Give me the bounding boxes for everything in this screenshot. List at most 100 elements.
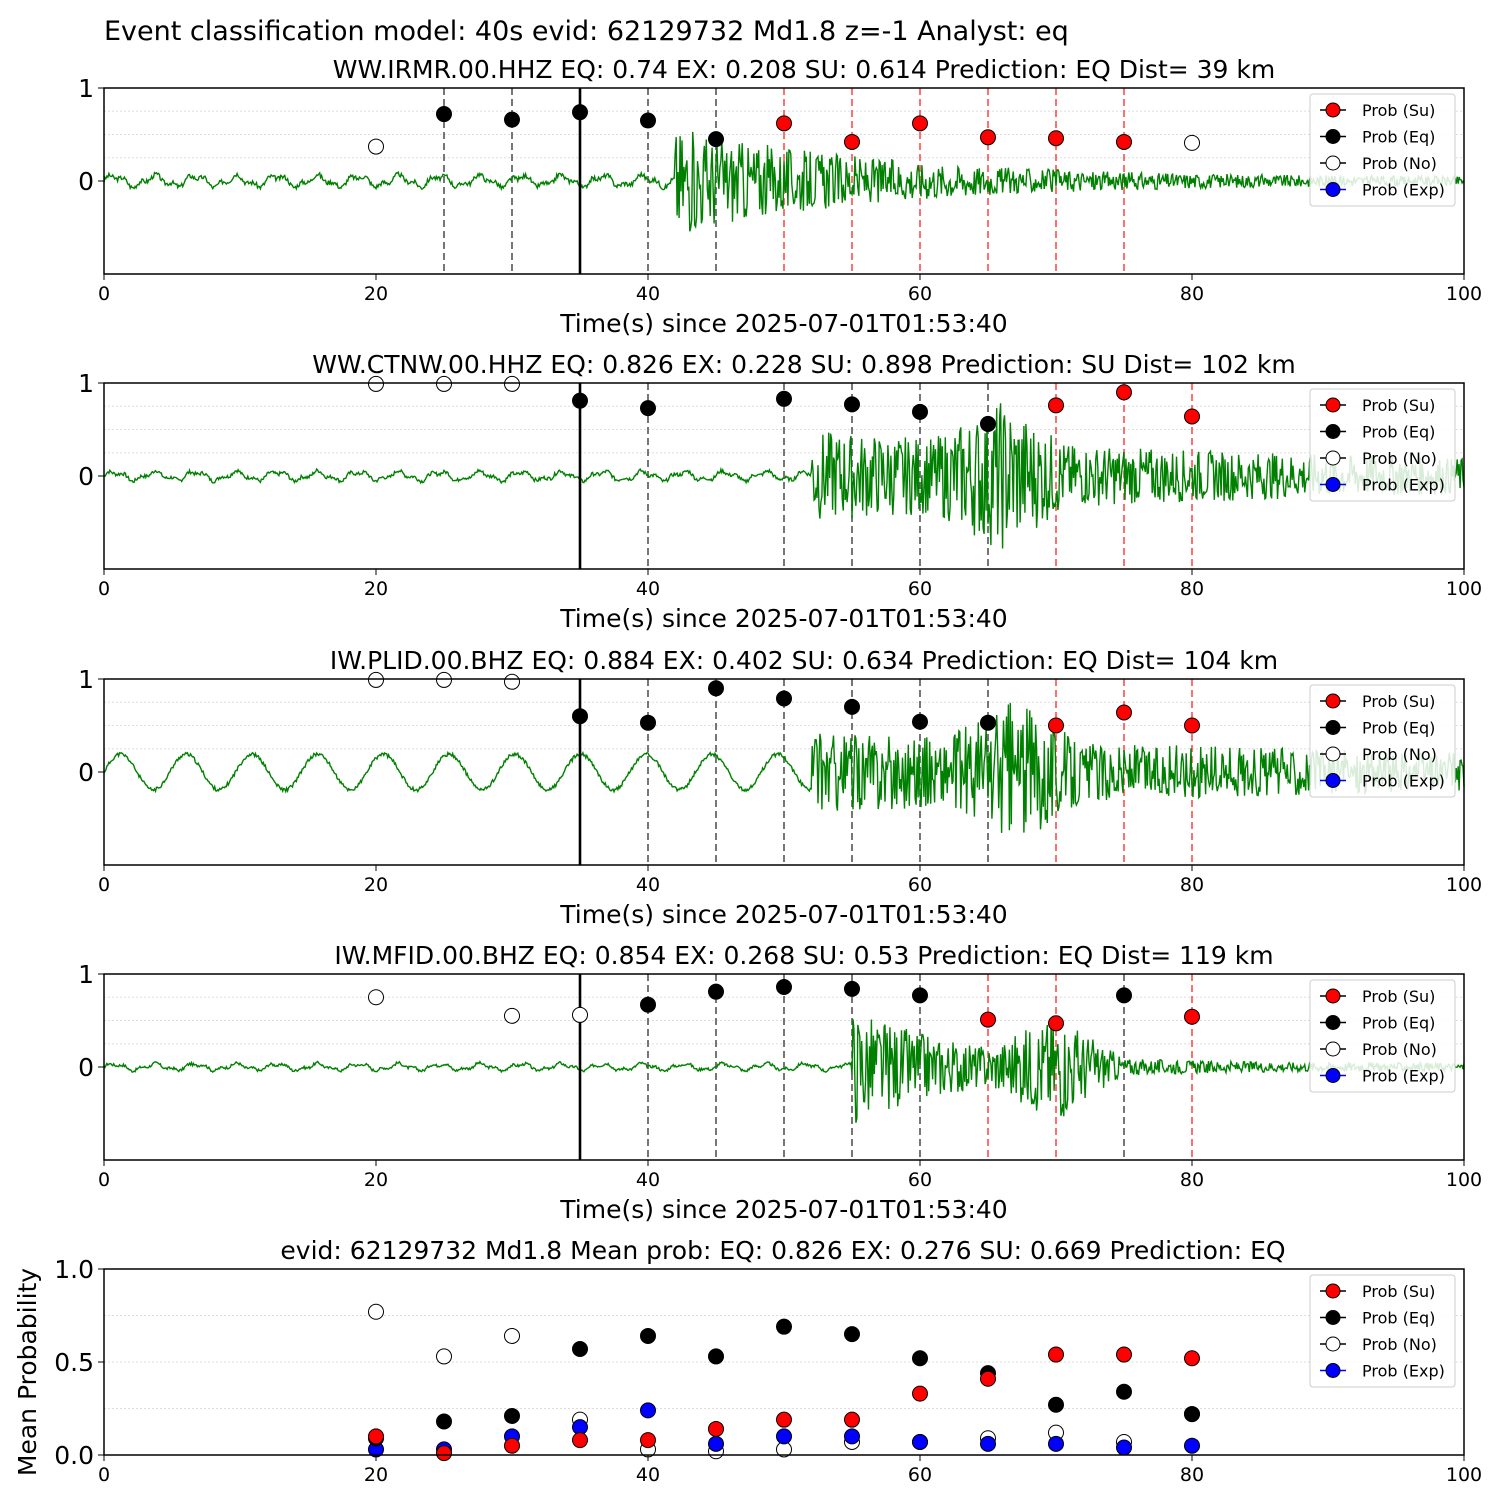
mean-prob-point	[1184, 1437, 1200, 1454]
station-panel: IW.MFID.00.BHZ EQ: 0.854 EX: 0.268 SU: 0…	[78, 941, 1482, 1224]
y-tick-label: 0	[78, 167, 94, 196]
x-tick-label: 80	[1180, 1464, 1204, 1486]
prob-point	[640, 714, 656, 731]
prob-point	[912, 403, 928, 420]
x-tick-label: 0	[98, 283, 110, 305]
mean-prob-point	[980, 1435, 996, 1452]
legend-marker	[1325, 1041, 1341, 1057]
mean-prob-point	[1048, 1435, 1064, 1452]
x-tick-label: 60	[908, 1169, 932, 1191]
mean-prob-point	[436, 1413, 452, 1430]
prob-point	[436, 106, 452, 123]
y-tick-label: 1	[78, 960, 94, 989]
mean-prob-point	[1116, 1383, 1132, 1400]
legend-marker	[1325, 746, 1341, 762]
legend-label: Prob (Exp)	[1362, 1067, 1445, 1086]
prob-point	[776, 979, 792, 996]
x-axis-label: Time(s) since 2025-07-01T01:53:40	[559, 900, 1007, 929]
mean-prob-point	[912, 1385, 928, 1402]
legend-marker	[1325, 155, 1341, 171]
mean-prob-point	[1184, 1350, 1200, 1367]
prob-point	[572, 708, 588, 725]
x-tick-label: 60	[908, 1464, 932, 1486]
mean-prob-point	[844, 1428, 860, 1445]
legend-marker	[1325, 102, 1341, 118]
y-tick-label: 0.0	[54, 1441, 94, 1470]
station-panel: WW.IRMR.00.HHZ EQ: 0.74 EX: 0.208 SU: 0.…	[78, 55, 1482, 338]
legend-box	[1309, 388, 1456, 502]
legend-label: Prob (Exp)	[1362, 181, 1445, 200]
prob-point	[980, 714, 996, 731]
legend-marker	[1325, 693, 1341, 709]
mean-prob-point	[912, 1433, 928, 1450]
prob-point	[368, 989, 384, 1006]
x-tick-label: 20	[364, 1464, 388, 1486]
x-tick-label: 80	[1180, 283, 1204, 305]
mean-prob-point	[572, 1432, 588, 1449]
legend-label: Prob (Exp)	[1362, 1362, 1445, 1381]
prob-point	[844, 396, 860, 413]
legend-box	[1309, 979, 1456, 1093]
mean-prob-point	[1048, 1396, 1064, 1413]
panel-title: IW.PLID.00.BHZ EQ: 0.884 EX: 0.402 SU: 0…	[330, 646, 1278, 675]
mean-prob-point	[776, 1318, 792, 1335]
panel-title: IW.MFID.00.BHZ EQ: 0.854 EX: 0.268 SU: 0…	[334, 941, 1273, 970]
mean-prob-point	[640, 1327, 656, 1344]
prob-point	[912, 987, 928, 1004]
mean-prob-point	[436, 1445, 452, 1462]
legend-marker	[1325, 1068, 1341, 1083]
y-tick-label: 1	[78, 74, 94, 103]
x-tick-label: 40	[636, 1169, 660, 1191]
legend-marker	[1325, 1363, 1341, 1378]
y-tick-label: 0	[78, 758, 94, 787]
legend-marker	[1325, 1015, 1341, 1030]
legend-marker	[1325, 988, 1341, 1004]
x-tick-label: 20	[364, 1169, 388, 1191]
panel-title: WW.CTNW.00.HHZ EQ: 0.826 EX: 0.228 SU: 0…	[312, 350, 1295, 379]
figure-suptitle: Event classification model: 40s evid: 62…	[104, 16, 1069, 47]
x-tick-label: 80	[1180, 578, 1204, 600]
x-tick-label: 0	[98, 1169, 110, 1191]
prob-point	[1116, 384, 1132, 401]
y-tick-label: 1	[78, 665, 94, 694]
prob-point	[912, 713, 928, 730]
x-axis-label: Time(s) since 2025-07-01T01:53:40	[559, 604, 1007, 633]
legend-label: Prob (Eq)	[1362, 1014, 1435, 1033]
prob-point	[912, 115, 928, 132]
mean-prob-point	[640, 1432, 656, 1449]
x-tick-label: 40	[636, 874, 660, 896]
prob-point	[980, 415, 996, 432]
prob-point	[980, 1011, 996, 1028]
legend-label: Prob (Eq)	[1362, 423, 1435, 442]
y-tick-label: 0	[78, 462, 94, 491]
prob-point	[776, 390, 792, 407]
x-tick-label: 0	[98, 578, 110, 600]
legend-label: Prob (Su)	[1362, 1282, 1435, 1301]
legend-marker	[1325, 397, 1341, 413]
x-tick-label: 100	[1446, 283, 1482, 305]
mean-prob-panel: evid: 62129732 Md1.8 Mean prob: EQ: 0.82…	[13, 1236, 1482, 1486]
legend-label: Prob (No)	[1362, 154, 1437, 173]
mean-prob-point	[912, 1350, 928, 1367]
prob-point	[1116, 704, 1132, 721]
legend-marker	[1325, 1310, 1341, 1325]
prob-point	[1048, 130, 1064, 147]
prob-point	[708, 983, 724, 1000]
legend-label: Prob (Eq)	[1362, 1309, 1435, 1328]
prob-point	[1116, 133, 1132, 150]
prob-point	[1048, 397, 1064, 414]
prob-point	[1184, 408, 1200, 425]
legend-label: Prob (No)	[1362, 449, 1437, 468]
prob-point	[1048, 717, 1064, 734]
mean-prob-point	[844, 1326, 860, 1343]
mean-prob-point	[1116, 1346, 1132, 1363]
legend-marker	[1325, 1283, 1341, 1299]
waveform-trace	[103, 1019, 1465, 1123]
mean-prob-point	[368, 1428, 384, 1445]
x-tick-label: 20	[364, 874, 388, 896]
legend-label: Prob (Su)	[1362, 987, 1435, 1006]
mean-prob-point	[504, 1327, 520, 1344]
legend-label: Prob (No)	[1362, 745, 1437, 764]
legend-marker	[1325, 424, 1341, 439]
prob-point	[504, 1007, 520, 1024]
